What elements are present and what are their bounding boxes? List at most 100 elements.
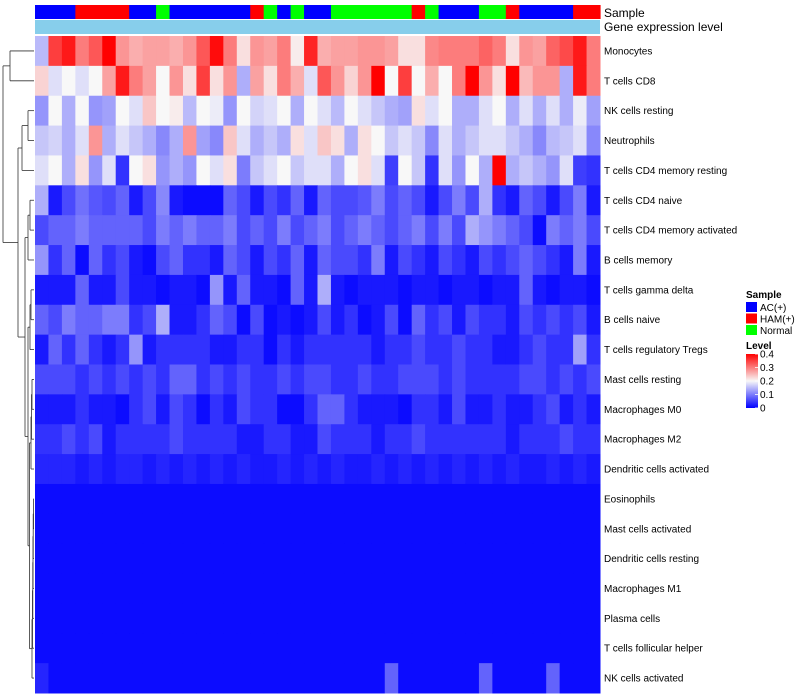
heatmap-cell [223, 65, 238, 97]
heatmap-cell [290, 364, 305, 395]
heatmap-cell [411, 215, 426, 246]
heatmap-cell [478, 245, 493, 276]
sample-annotation-cell [304, 5, 319, 19]
heatmap-cell [317, 155, 332, 186]
heatmap-cell [75, 573, 90, 604]
heatmap-cell [519, 424, 534, 455]
heatmap-cell [169, 36, 184, 67]
heatmap-cell [559, 95, 574, 127]
heatmap-cell [371, 424, 386, 455]
sample-annotation-cell [492, 5, 507, 19]
heatmap-cell [317, 215, 332, 246]
heatmap-cell [478, 304, 493, 336]
heatmap-cell [182, 483, 197, 515]
heatmap-cell [209, 334, 224, 365]
heatmap-cell [61, 125, 76, 156]
heatmap-cell [48, 274, 63, 306]
heatmap-cell [317, 573, 332, 604]
sample-annotation-cell [505, 5, 520, 19]
heatmap-cell [384, 155, 399, 186]
heatmap-cell [102, 483, 117, 515]
heatmap-cell [88, 215, 103, 246]
heatmap-cell [398, 65, 413, 97]
heatmap-cell [61, 304, 76, 336]
heatmap-cell [88, 633, 103, 664]
heatmap-cell [438, 394, 453, 425]
heatmap-cell [209, 454, 224, 485]
legend-group-label: HAM(+) [760, 315, 795, 326]
heatmap-cell [505, 304, 520, 336]
heatmap-cell [465, 483, 480, 515]
heatmap-cell [75, 334, 90, 365]
heatmap-cell [492, 364, 507, 395]
heatmap-cell [209, 304, 224, 336]
heatmap-cell [398, 424, 413, 455]
sample-annotation-cell [573, 5, 588, 19]
heatmap-cell [357, 65, 372, 97]
heatmap-cell [371, 394, 386, 425]
heatmap-cell [371, 513, 386, 545]
heatmap-cell [263, 633, 278, 664]
heatmap-cell [371, 155, 386, 186]
heatmap-cell [438, 334, 453, 365]
heatmap-cell [223, 603, 238, 634]
heatmap-cell [75, 304, 90, 336]
heatmap-cell [61, 364, 76, 395]
heatmap-cell [236, 513, 251, 545]
row-labels: Monocytes T cells CD8 NK cells resting Neut… [604, 46, 737, 684]
heatmap-cell [330, 155, 345, 186]
heatmap-cell [344, 424, 359, 455]
heatmap-cell [532, 394, 547, 425]
heatmap-cell [277, 36, 292, 67]
row-label: Plasma cells [604, 614, 660, 625]
sample-annotation-cell [532, 5, 547, 19]
heatmap-cell [142, 215, 157, 246]
heatmap-cell [398, 364, 413, 395]
heatmap-cell [465, 513, 480, 545]
heatmap-cell [573, 663, 588, 694]
heatmap-cell [250, 245, 265, 276]
row-label: Mast cells resting [604, 375, 681, 386]
heatmap-cell [35, 274, 49, 306]
heatmap-cell [156, 483, 171, 515]
heatmap-cell [559, 125, 574, 156]
heatmap-cell [586, 215, 601, 246]
row-label: Dendritic cells activated [604, 465, 709, 476]
heatmap-cell [465, 155, 480, 186]
heatmap-cell [156, 245, 171, 276]
heatmap-cell [35, 36, 49, 67]
heatmap-cell [519, 394, 534, 425]
heatmap-cell [88, 454, 103, 485]
heatmap-cell [425, 633, 440, 664]
heatmap-cell [115, 65, 130, 97]
heatmap-cell [398, 394, 413, 425]
sample-annotation-cell [88, 5, 103, 19]
heatmap-cell [330, 633, 345, 664]
heatmap-cell [48, 364, 63, 395]
heatmap-cell [519, 95, 534, 127]
heatmap-cell [465, 215, 480, 246]
heatmap-cell [277, 125, 292, 156]
heatmap-cell [223, 334, 238, 365]
heatmap-cell [452, 36, 466, 67]
heatmap-cell [75, 125, 90, 156]
heatmap-cell [586, 454, 601, 485]
heatmap-cell [35, 304, 49, 336]
heatmap-cell [411, 573, 426, 604]
heatmap-cell [371, 95, 386, 127]
heatmap-cell [250, 483, 265, 515]
heatmap-cell [236, 215, 251, 246]
heatmap-cell [532, 95, 547, 127]
heatmap-cell [182, 125, 197, 156]
heatmap-cell [559, 65, 574, 97]
heatmap-cell [452, 543, 466, 575]
heatmap-cell [61, 424, 76, 455]
heatmap-cell [492, 543, 507, 575]
heatmap-cell [438, 185, 453, 216]
heatmap-cell [371, 65, 386, 97]
heatmap-cell [115, 603, 130, 634]
heatmap-cell [411, 424, 426, 455]
heatmap-cell [532, 663, 547, 694]
heatmap-cell [263, 65, 278, 97]
heatmap-cell [344, 573, 359, 604]
